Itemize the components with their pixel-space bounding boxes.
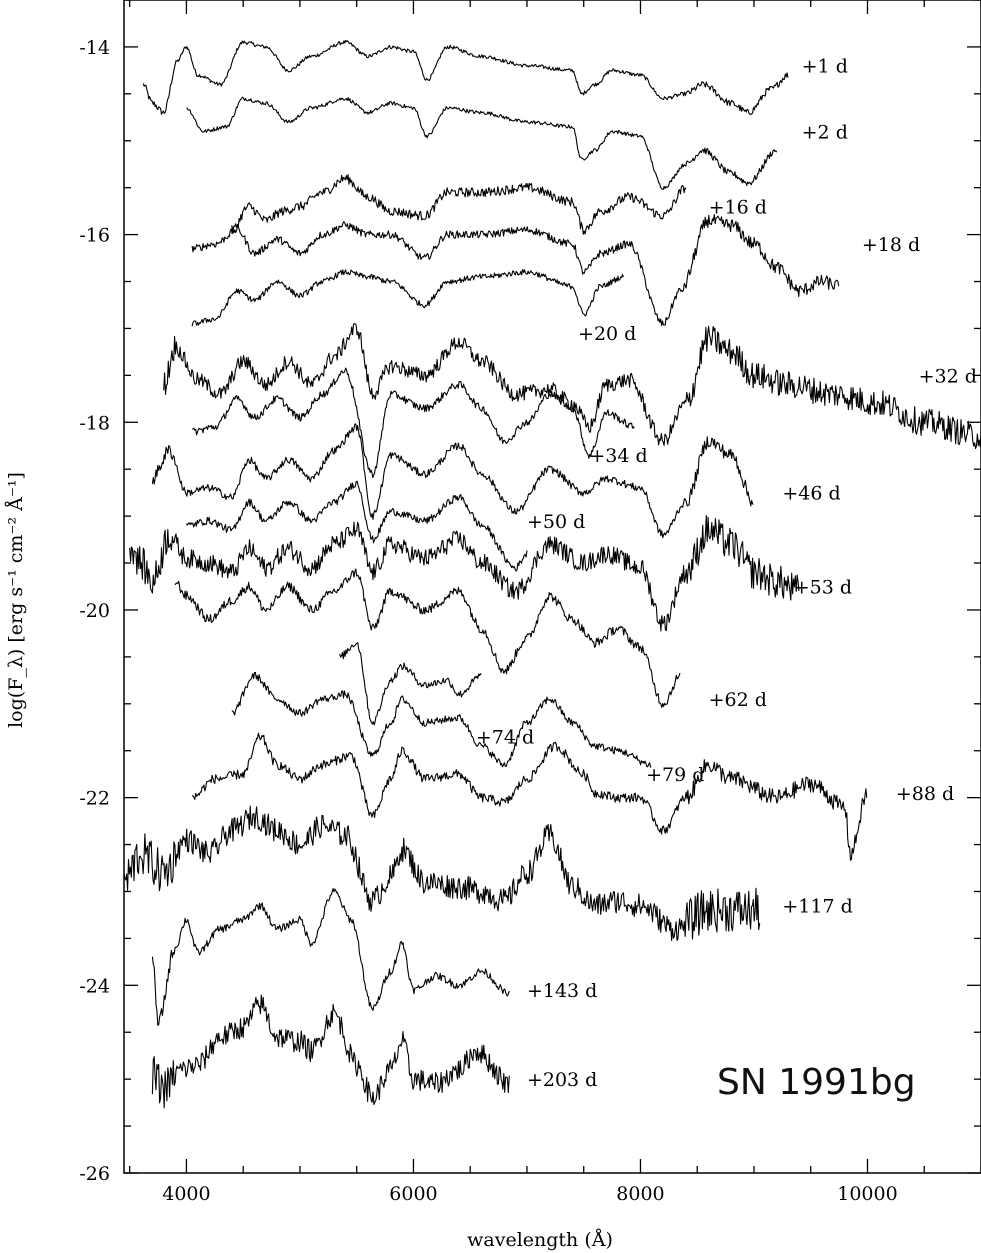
- epoch-label: +20 d: [578, 323, 636, 345]
- y-tick-label: -18: [79, 412, 110, 434]
- spectrum-line: [191, 269, 624, 327]
- y-tick-label: -16: [79, 225, 110, 247]
- spectrum-line: [129, 515, 800, 632]
- axis-ticks: [124, 0, 981, 1174]
- spectrum-line: [231, 671, 652, 768]
- epoch-label: +79 d: [646, 764, 704, 786]
- y-tick-label: -20: [79, 600, 110, 622]
- epoch-label: +143 d: [527, 980, 597, 1002]
- epoch-label: +1 d: [802, 56, 848, 78]
- spectrum-line: [142, 39, 789, 116]
- epoch-label: +46 d: [782, 483, 840, 505]
- epoch-label: +32 d: [919, 365, 977, 387]
- y-axis-label: log(F_λ) [erg s⁻¹ cm⁻² Å⁻¹]: [5, 472, 27, 728]
- spectrum-line: [191, 214, 840, 327]
- spectrum-line: [231, 173, 687, 235]
- x-tick-label: 4000: [162, 1183, 210, 1205]
- epoch-label: +88 d: [896, 783, 954, 805]
- epoch-label: +74 d: [476, 727, 534, 749]
- spectra-series: [123, 39, 981, 1109]
- spectrum-line: [163, 323, 981, 450]
- x-tick-label: 10000: [837, 1183, 897, 1205]
- epoch-label: +16 d: [709, 196, 767, 218]
- epoch-label: +18 d: [862, 234, 920, 256]
- spectrum-line: [123, 805, 761, 941]
- y-tick-label: -14: [79, 37, 110, 59]
- spectrum-line: [174, 568, 681, 708]
- spectrum-line: [186, 96, 778, 190]
- epoch-label: +203 d: [527, 1069, 597, 1091]
- y-tick-label: -24: [79, 975, 110, 997]
- epoch-label: +50 d: [527, 511, 585, 533]
- x-tick-label: 6000: [389, 1183, 437, 1205]
- y-tick-label: -26: [79, 1163, 110, 1185]
- chart-text: wavelength (Å) log(F_λ) [erg s⁻¹ cm⁻² Å⁻…: [5, 37, 977, 1251]
- x-tick-label: 8000: [616, 1183, 664, 1205]
- epoch-label: +34 d: [589, 445, 647, 467]
- epoch-label: +62 d: [709, 689, 767, 711]
- spectrum-line: [191, 732, 868, 861]
- epoch-label: +117 d: [782, 896, 852, 918]
- y-tick-label: -22: [79, 788, 110, 810]
- spectrum-line: [151, 423, 754, 539]
- spectrum-line: [151, 994, 510, 1109]
- plot-frame: [123, 0, 981, 1174]
- epoch-label: +2 d: [802, 121, 848, 143]
- spectrum-line: [191, 367, 635, 479]
- spectrum-line: [151, 887, 510, 1026]
- epoch-label: +53 d: [794, 577, 852, 599]
- spectrum-line: [185, 480, 528, 572]
- spectrum-line: [339, 642, 482, 726]
- object-name-annotation: SN 1991bg: [717, 1062, 916, 1103]
- x-axis-label: wavelength (Å): [467, 1229, 613, 1251]
